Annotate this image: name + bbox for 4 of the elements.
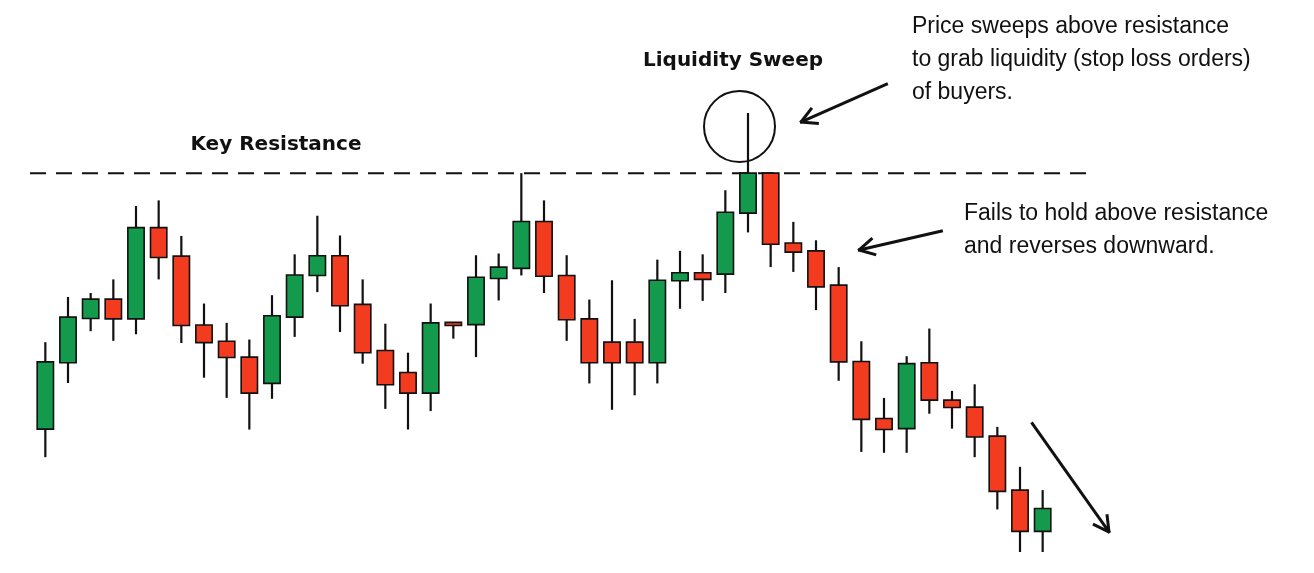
annotation: Fails to hold above resistance and reverses downward. [964,197,1270,260]
text: Liquidity Sweep [642,46,824,72]
text: Price sweeps above resistance to grab liquidity (stop loss orders) of buyers. [912,10,1252,106]
ref-line-label: Key Resistance [190,131,362,156]
